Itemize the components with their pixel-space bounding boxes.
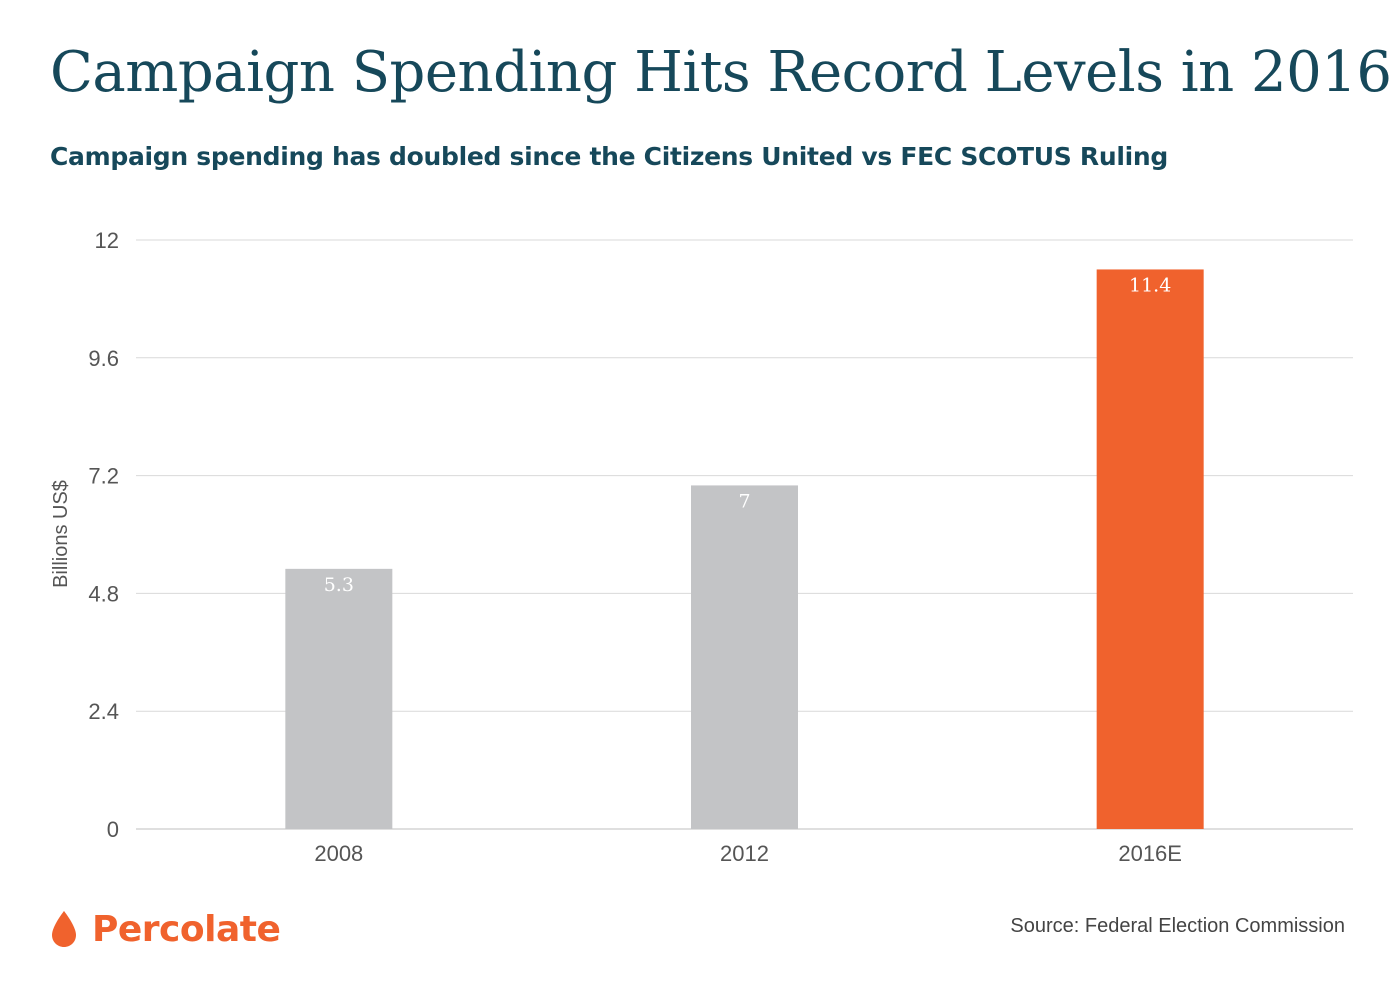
y-tick-label: 4.8 <box>88 581 119 606</box>
y-tick-label: 7.2 <box>88 464 119 489</box>
data-label: 11.4 <box>1129 274 1171 296</box>
x-tick-label: 2016E <box>1118 841 1182 866</box>
data-label: 5.3 <box>324 574 354 596</box>
y-tick-label: 12 <box>95 228 119 253</box>
bar <box>1096 269 1204 829</box>
bar <box>691 485 798 829</box>
y-tick-label: 9.6 <box>88 346 119 371</box>
y-tick-label: 0 <box>107 817 119 842</box>
chart-title: Campaign Spending Hits Record Levels in … <box>50 40 1392 105</box>
data-label: 7 <box>738 490 750 512</box>
drop-icon <box>52 911 76 947</box>
source-note: Source: Federal Election Commission <box>1010 915 1345 937</box>
percolate-logo: Percolate <box>48 905 281 953</box>
x-tick-label: 2012 <box>720 841 769 866</box>
bar <box>285 568 393 829</box>
y-axis-label: Billions US$ <box>50 480 72 588</box>
x-tick-label: 2008 <box>314 841 363 866</box>
chart-subtitle: Campaign spending has doubled since the … <box>50 142 1168 171</box>
brand-name: Percolate <box>92 908 281 950</box>
y-tick-label: 2.4 <box>88 699 119 724</box>
